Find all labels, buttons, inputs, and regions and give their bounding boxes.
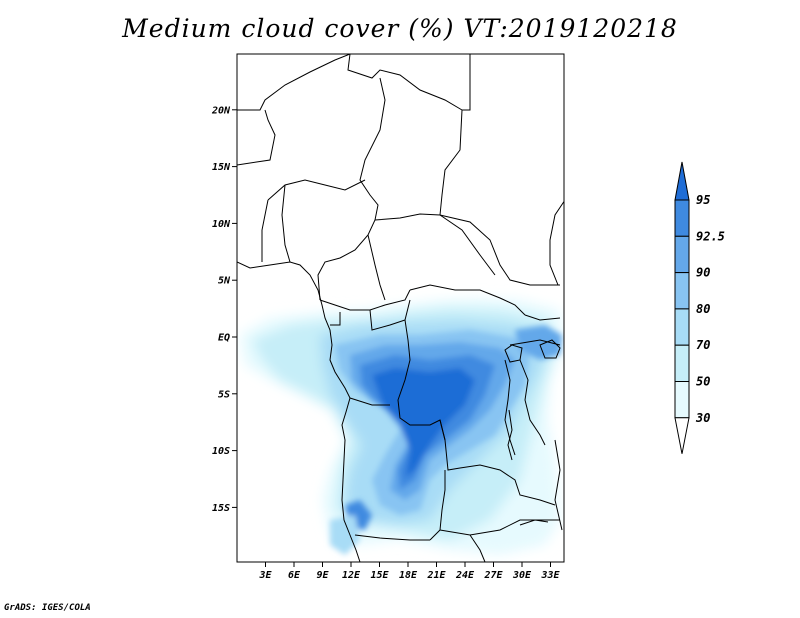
lon-label: 9E [316, 570, 329, 581]
lon-label: 21E [426, 570, 446, 581]
lon-label: 24E [455, 570, 475, 581]
longitude-axis: 3E 6E 9E 12E 15E 18E 21E 24E 27E 30E 33E [258, 562, 561, 581]
colorbar-segment [674, 344, 690, 383]
lon-label: 18E [399, 570, 418, 581]
country-boundaries [237, 54, 564, 562]
colorbar-label: 95 [696, 193, 710, 207]
colorbar-segment [674, 235, 690, 274]
cloud-dense-areas [330, 325, 562, 555]
colorbar-segment [674, 199, 690, 237]
lon-label: 6E [288, 570, 301, 581]
lat-label: 10N [212, 219, 231, 230]
colorbar-label: 80 [696, 302, 710, 316]
lon-label: 15E [370, 570, 389, 581]
lat-label: 5N [218, 276, 231, 287]
lon-label: 12E [342, 570, 361, 581]
colorbar-segment [674, 272, 690, 310]
colorbar-label: 70 [696, 338, 710, 352]
colorbar-segment [674, 381, 690, 419]
lon-label: 27E [483, 570, 503, 581]
lon-label: 33E [540, 570, 560, 581]
cloud-field [240, 298, 564, 555]
lat-label: 20N [211, 105, 231, 116]
lat-label: 15N [212, 162, 231, 173]
colorbar-label: 90 [696, 266, 710, 280]
colorbar-label: 50 [696, 375, 710, 389]
lon-label: 3E [258, 570, 272, 581]
colorbar-label: 92.5 [696, 229, 725, 243]
colorbar-label: 30 [695, 411, 710, 425]
colorbar-legend: 95 92.5 90 80 70 50 30 [674, 161, 725, 454]
lat-label: EQ [218, 333, 230, 344]
latitude-axis: 20N 15N 10N 5N EQ 5S 10S 15S [211, 105, 237, 514]
map-frame [236, 53, 565, 563]
lat-label: 10S [212, 446, 230, 457]
lat-label: 5S [218, 389, 230, 400]
lat-label: 15S [212, 503, 230, 514]
colorbar-segment [674, 308, 690, 346]
lon-label: 30E [512, 570, 532, 581]
colorbar-bottom-arrow [674, 417, 690, 454]
credit-label: GrADS: IGES/COLA [4, 603, 91, 613]
page-title: Medium cloud cover (%) VT:2019120218 [122, 14, 678, 43]
colorbar-top-arrow [674, 161, 690, 201]
